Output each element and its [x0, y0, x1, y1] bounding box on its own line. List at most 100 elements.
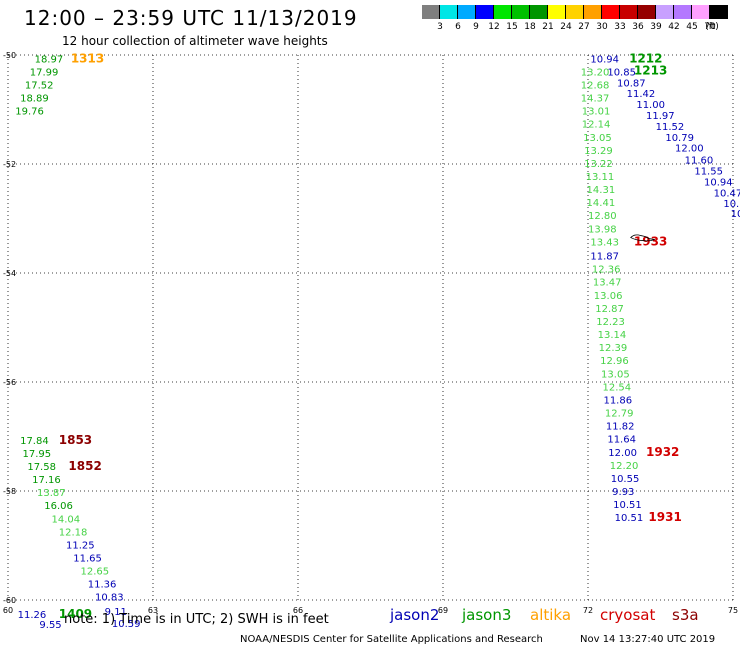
- legend-swatch: [512, 5, 530, 19]
- wave-height-label: 11.36: [88, 580, 117, 591]
- wave-height-label: 19.76: [15, 107, 44, 118]
- legend-label: 18: [524, 22, 536, 32]
- wave-height-label: 10: [731, 209, 740, 220]
- satellite-name-jason2: jason2: [390, 606, 440, 624]
- pass-time-label: 1313: [71, 51, 104, 65]
- page-subtitle: 12 hour collection of altimeter wave hei…: [62, 34, 328, 48]
- wave-height-label: 11.65: [73, 553, 102, 564]
- wave-height-label: 10.94: [704, 177, 733, 188]
- legend-swatch: [692, 5, 710, 19]
- legend-swatch: [422, 5, 440, 19]
- wave-height-label: 12.80: [588, 211, 617, 222]
- wave-height-label: 14.31: [587, 185, 616, 196]
- legend-label: 6: [455, 22, 461, 32]
- pass-time-label: 1212: [629, 51, 662, 65]
- wave-height-label: 10.47: [714, 188, 740, 199]
- wave-height-label: 10.79: [665, 133, 694, 144]
- wave-height-label: 11.42: [627, 89, 656, 100]
- wave-height-label: 13.11: [586, 172, 615, 183]
- wave-height-label: 16.06: [44, 501, 73, 512]
- wave-height-label: 13.05: [601, 369, 630, 380]
- legend-swatch: [656, 5, 674, 19]
- pass-time-label: 1409: [59, 607, 92, 621]
- wave-height-label: 10.51: [613, 500, 642, 511]
- wave-height-label: 12.65: [81, 567, 110, 578]
- satellite-name-cryosat: cryosat: [600, 606, 656, 624]
- wave-height-label: 10.5: [723, 199, 740, 210]
- wave-height-label: 13.14: [598, 330, 627, 341]
- wave-height-label: 17.52: [25, 80, 54, 91]
- legend-label: 36: [632, 22, 644, 32]
- wave-height-label: 11.55: [694, 167, 723, 178]
- legend-swatch: [584, 5, 602, 19]
- satellite-name-altika: altika: [530, 606, 572, 624]
- wave-height-label: 13.05: [583, 133, 612, 144]
- wave-height-label: 12.79: [605, 409, 634, 420]
- legend-swatch: [548, 5, 566, 19]
- wave-height-label: 12.96: [600, 356, 629, 367]
- wave-height-label: 11.52: [656, 122, 685, 133]
- timestamp: Nov 14 13:27:40 UTC 2019: [580, 634, 716, 645]
- wave-height-label: 10.51: [615, 513, 644, 524]
- pass-time-label: 1931: [648, 510, 681, 524]
- page-title: 12:00 – 23:59 UTC 11/13/2019: [24, 6, 358, 30]
- legend-swatch: [674, 5, 692, 19]
- wave-height-label: 11.64: [607, 435, 636, 446]
- legend-swatch: [566, 5, 584, 19]
- island-outline: [630, 234, 655, 242]
- y-tick-label: -58: [3, 487, 16, 496]
- legend-label: 45: [686, 22, 698, 32]
- wave-height-label: 13.43: [590, 237, 619, 248]
- wave-height-label: 12.14: [582, 120, 611, 131]
- legend-label: 70: [704, 22, 716, 32]
- legend-label: 9: [473, 22, 479, 32]
- wave-height-label: 12.20: [610, 461, 639, 472]
- wave-height-label: 13.29: [584, 146, 613, 157]
- color-scale-legend: 3 6 9 12 15 18 21 24 27 30 33 36 39 42 45 70 (ft): [422, 5, 730, 33]
- wave-height-label: 10.85: [607, 67, 636, 78]
- wave-height-label: 17.84: [20, 436, 49, 447]
- wave-height-label: 17.95: [23, 449, 52, 460]
- wave-height-label: 12.87: [595, 304, 624, 315]
- wave-height-label: 14.04: [52, 514, 81, 525]
- wave-height-label: 13.22: [584, 159, 613, 170]
- wave-height-label: 11.82: [606, 422, 635, 433]
- wave-height-label: 17.58: [27, 462, 56, 473]
- wave-height-label: 17.99: [30, 67, 59, 78]
- legend-swatch: [710, 5, 728, 19]
- wave-height-label: 17.16: [32, 475, 61, 486]
- y-tick-label: -56: [3, 378, 16, 387]
- legend-swatch: [602, 5, 620, 19]
- legend-swatch: [476, 5, 494, 19]
- pass-time-label: 1853: [59, 433, 92, 447]
- wave-height-label: 12.68: [581, 80, 610, 91]
- satellite-name-jason3: jason3: [462, 606, 512, 624]
- wave-height-label: 13.01: [582, 107, 611, 118]
- wave-height-label: 9.55: [39, 620, 61, 631]
- legend-label: 21: [542, 22, 554, 32]
- wave-height-label: 12.00: [675, 144, 704, 155]
- y-tick-label: -50: [3, 51, 16, 60]
- wave-height-label: 12.54: [603, 382, 632, 393]
- wave-height-label: 13.87: [37, 488, 66, 499]
- legend-swatch: [638, 5, 656, 19]
- legend-label: 33: [614, 22, 626, 32]
- wave-height-label: 9.11: [105, 607, 127, 618]
- wave-height-label: 10.87: [617, 78, 646, 89]
- legend-label: 3: [437, 22, 443, 32]
- legend-unit: (ft): [705, 22, 719, 32]
- wave-height-label: 9.93: [612, 487, 634, 498]
- wave-height-label: 12.00: [608, 448, 637, 459]
- pass-time-label: 1213: [634, 63, 667, 77]
- wave-height-label: 13.06: [594, 291, 623, 302]
- wave-height-label: 11.86: [603, 395, 632, 406]
- legend-swatch: [530, 5, 548, 19]
- wave-height-label: 12.36: [592, 265, 621, 276]
- legend-label: 30: [596, 22, 608, 32]
- legend-label: 15: [506, 22, 518, 32]
- wave-height-label: 11.00: [636, 100, 665, 111]
- wave-height-label: 12.23: [596, 317, 625, 328]
- wave-height-label: 10.55: [611, 474, 640, 485]
- x-tick-label: 75: [728, 606, 738, 615]
- wave-height-label: 11.87: [590, 252, 619, 263]
